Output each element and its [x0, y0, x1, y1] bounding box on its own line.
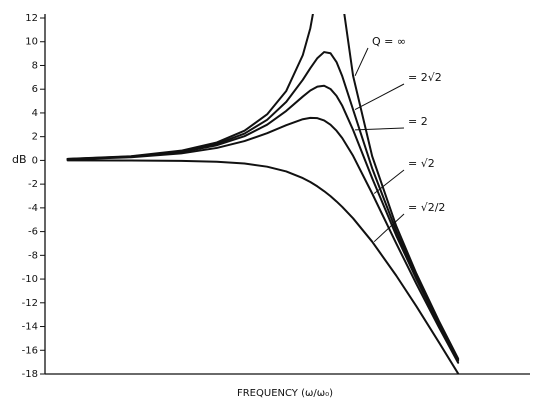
y-tick-label: -16 [22, 345, 38, 356]
y-tick-label: -8 [28, 250, 38, 261]
y-tick-label: -12 [22, 298, 38, 309]
y-tick-label: -4 [28, 203, 38, 214]
leader-line [354, 47, 369, 77]
y-tick-label: 0 [32, 155, 38, 166]
y-tick-label: 12 [25, 13, 38, 24]
curve-label: Q = ∞ [372, 35, 406, 48]
y-axis-label: dB [12, 153, 27, 166]
leader-line [373, 213, 405, 243]
curve-label: = √2 [408, 157, 435, 170]
plot-area [66, 14, 460, 374]
y-tick-label: -2 [28, 179, 38, 190]
y-tick-label: -10 [22, 274, 38, 285]
curve [66, 159, 460, 374]
y-tick-label: 10 [25, 37, 38, 48]
leader-line [354, 83, 405, 111]
x-axis-label: FREQUENCY (ω/ω₀) [237, 388, 333, 399]
leader-line [355, 127, 405, 131]
y-tick-label: -14 [22, 322, 38, 333]
curve [66, 84, 460, 362]
y-tick-label: 4 [32, 108, 38, 119]
curve-label: = 2 [408, 115, 428, 128]
y-tick-label: -6 [28, 227, 38, 238]
curve [66, 51, 460, 361]
y-tick-label: 6 [32, 84, 38, 95]
y-tick-label: 2 [32, 132, 38, 143]
y-tick-label: -18 [22, 369, 38, 380]
y-tick-label: 8 [32, 60, 38, 71]
curve [66, 116, 460, 364]
curve [66, 14, 460, 360]
curve-label: = √2/2 [408, 201, 445, 214]
leader-line [373, 169, 405, 194]
curve-label: = 2√2 [408, 71, 442, 84]
